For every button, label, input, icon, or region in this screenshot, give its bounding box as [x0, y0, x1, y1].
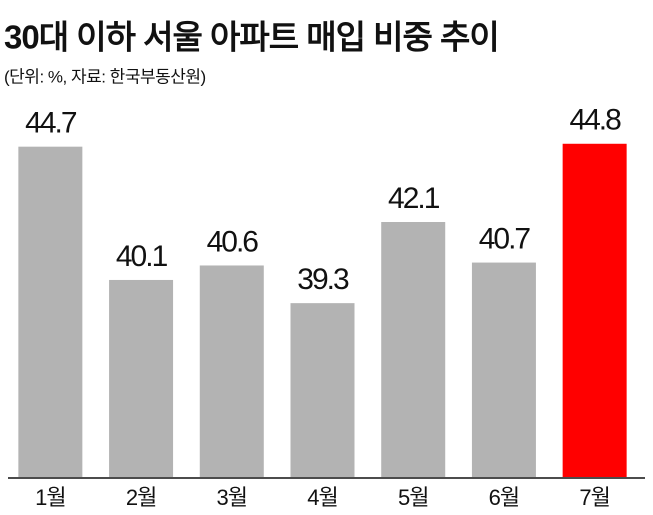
value-label: 44.7: [25, 107, 77, 140]
x-tick-label: 1월: [35, 485, 65, 510]
bar: [471, 262, 536, 477]
x-tick-label: 2월: [126, 485, 156, 510]
value-label: 42.1: [388, 182, 440, 215]
bar: [18, 146, 83, 477]
x-tick-label: 4월: [307, 485, 337, 510]
x-tick-label: 5월: [398, 485, 428, 510]
x-tick-label: 3월: [217, 485, 247, 510]
chart-subtitle: (단위: %, 자료: 한국부동산원): [4, 67, 206, 86]
chart-title: 30대 이하 서울 아파트 매입 비중 추이: [4, 19, 499, 56]
value-label: 44.8: [569, 104, 621, 137]
value-label: 40.6: [207, 225, 259, 258]
value-label: 39.3: [297, 263, 349, 296]
bar: [381, 222, 446, 477]
bar: [109, 279, 174, 477]
bar: [562, 143, 627, 477]
x-tick-label: 6월: [489, 485, 519, 510]
x-tick-label: 7월: [579, 485, 609, 510]
value-label: 40.7: [479, 222, 531, 255]
bar: [199, 265, 264, 477]
bar: [290, 303, 355, 477]
value-label: 40.1: [116, 240, 168, 273]
